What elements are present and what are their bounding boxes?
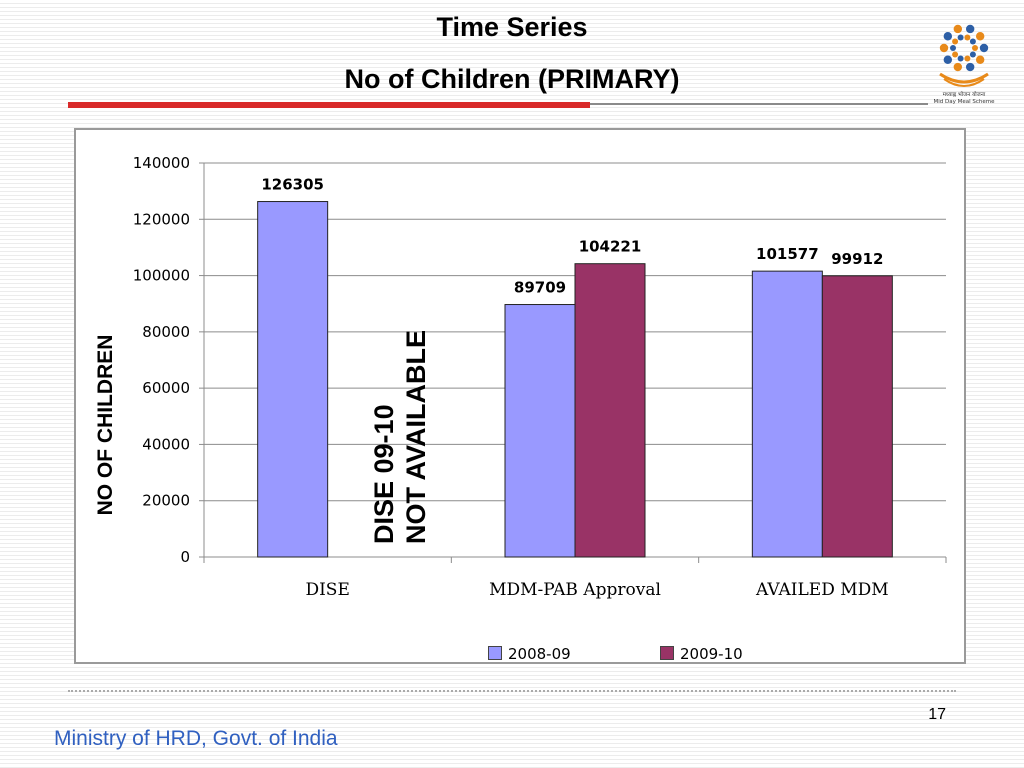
logo-figure-head — [975, 55, 985, 64]
legend-item-2008-09: 2008-09 — [488, 645, 571, 663]
y-tick-label: 0 — [180, 548, 190, 566]
logo-figure-head — [965, 24, 975, 34]
logo-figure-body — [952, 51, 959, 58]
legend-swatch — [488, 646, 502, 660]
bar-chart: 0 20000 40000 60000 80000 100000 120000 140000 D… — [133, 154, 947, 600]
y-tick-label: 40000 — [142, 435, 190, 453]
slide-title: Time Series — [436, 12, 588, 42]
footer-divider — [68, 690, 956, 692]
page-number: 17 — [928, 706, 946, 723]
footer-ministry-text: Ministry of HRD, Govt. of India — [54, 727, 338, 750]
bar-2008-09 — [751, 270, 823, 558]
logo-figure-body — [972, 45, 978, 51]
logo-figure-head — [979, 43, 989, 53]
logo-figure-body — [964, 55, 971, 62]
logo-figure-body — [957, 34, 964, 41]
logo-figure-head — [965, 62, 975, 72]
logo-figure-head — [943, 55, 953, 64]
bar-2009-10 — [574, 263, 646, 558]
logo-hindi-text: मध्याह्न भोजन योजना — [943, 91, 986, 98]
y-tick-label: 20000 — [142, 492, 190, 510]
title-underline-red — [68, 102, 590, 108]
x-tick-label: MDM-PAB Approval — [489, 580, 661, 600]
title-underline-gray — [590, 103, 928, 105]
slide-subtitle: No of Children (PRIMARY) — [344, 64, 680, 94]
logo-figure-body — [964, 34, 971, 41]
logo-figure-head — [943, 32, 953, 41]
logo-figure-body — [952, 38, 959, 45]
logo-figure-head — [953, 62, 963, 72]
logo-figure-body — [969, 38, 976, 45]
data-label: 101577 — [756, 245, 819, 263]
legend-label: 2009-10 — [680, 645, 743, 663]
bar-2009-10 — [821, 275, 893, 558]
logo-figure-head — [939, 43, 949, 53]
data-label: 99912 — [831, 250, 883, 268]
y-tick-label: 80000 — [142, 323, 190, 341]
chart-area: 0 20000 40000 60000 80000 100000 120000 140000 D… — [74, 128, 966, 664]
y-tick-label: 140000 — [133, 154, 190, 172]
y-tick-label: 100000 — [133, 267, 190, 285]
legend-label: 2008-09 — [508, 645, 571, 663]
legend-item-2009-10: 2009-10 — [660, 645, 743, 663]
bar-2008-09 — [257, 201, 329, 558]
legend-swatch — [660, 646, 674, 660]
logo-figure-body — [957, 55, 964, 62]
logo-english-text: Mid Day Meal Scheme — [933, 99, 995, 105]
bar-2008-09 — [504, 304, 576, 558]
y-tick-label: 60000 — [142, 379, 190, 397]
logo-figure-head — [953, 24, 963, 34]
logo-figure-body — [969, 51, 976, 58]
logo-figure-body — [950, 45, 956, 51]
logo-figure-head — [975, 32, 985, 41]
data-label: 104221 — [579, 238, 642, 256]
x-tick-label: DISE — [305, 580, 349, 600]
annotation-line-2: NOT AVAILABLE — [401, 330, 431, 544]
y-tick-label: 120000 — [133, 210, 190, 228]
annotation-line-1: DISE 09-10 — [369, 404, 399, 544]
data-label: 89709 — [514, 279, 566, 297]
x-tick-label: AVAILED MDM — [755, 580, 889, 600]
data-label: 126305 — [261, 176, 324, 194]
mid-day-meal-logo-icon: मध्याह्न भोजन योजना Mid Day Meal Scheme — [933, 24, 995, 105]
y-axis-title-text: NO OF CHILDREN — [94, 334, 117, 516]
